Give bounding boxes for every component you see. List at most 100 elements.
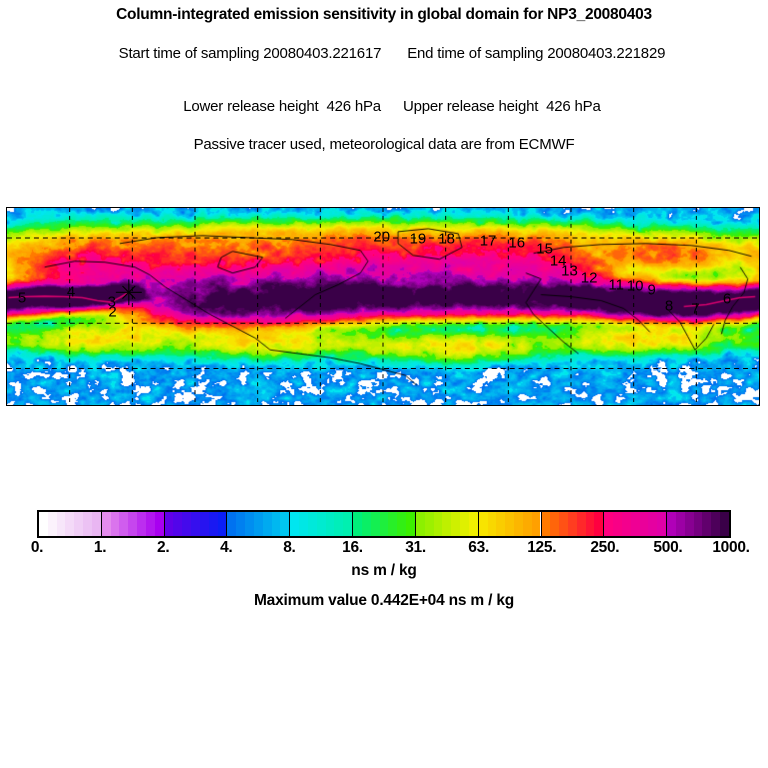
colorbar-step bbox=[343, 512, 353, 536]
colorbar-segment-5 bbox=[353, 512, 416, 536]
colorbar-step bbox=[702, 512, 712, 536]
trajectory-day-15: 15 bbox=[536, 240, 553, 258]
colorbar-step bbox=[137, 512, 146, 536]
colorbar-step bbox=[604, 512, 614, 536]
colorbar-step bbox=[316, 512, 326, 536]
colorbar-step bbox=[119, 512, 129, 536]
trajectory-day-12: 12 bbox=[580, 269, 598, 287]
colorbar-step bbox=[388, 512, 398, 536]
colorbar-segment-10 bbox=[667, 512, 729, 536]
colorbar-step bbox=[227, 512, 237, 536]
colorbar-step bbox=[639, 512, 649, 536]
trajectory-day-16: 16 bbox=[508, 234, 526, 252]
colorbar-tick-2: 2. bbox=[157, 539, 170, 556]
colorbar-segment-0 bbox=[39, 512, 102, 536]
trajectory-day-14: 14 bbox=[549, 252, 567, 270]
colorbar-step bbox=[424, 512, 434, 536]
colorbar-step bbox=[262, 512, 272, 536]
colorbar-step bbox=[47, 512, 57, 536]
trajectory-day-20: 20 bbox=[373, 228, 391, 246]
colorbar-step bbox=[720, 512, 729, 536]
tracer-info-label: Passive tracer used, meteorological data… bbox=[193, 135, 575, 153]
colorbar-step bbox=[496, 512, 506, 536]
colorbar-step bbox=[74, 512, 84, 536]
colorbar-step bbox=[621, 512, 631, 536]
colorbar-step bbox=[182, 512, 192, 536]
colorbar-segment-6 bbox=[415, 512, 479, 536]
colorbar-step bbox=[91, 512, 101, 536]
colorbar-step bbox=[217, 512, 227, 536]
colorbar-tick-250: 250. bbox=[590, 539, 620, 556]
colorbar-step bbox=[684, 512, 694, 536]
colorbar-step bbox=[442, 512, 452, 536]
colorbar-segment-7 bbox=[478, 512, 542, 536]
colorbar-step bbox=[128, 512, 138, 536]
colorbar-step bbox=[370, 512, 380, 536]
colorbar-step bbox=[307, 512, 317, 536]
trajectory-day-18: 18 bbox=[438, 230, 455, 248]
colorbar-tick-8: 8. bbox=[283, 539, 296, 556]
sampling-time-line: Start time of sampling 20080403.221617 En… bbox=[0, 31, 768, 76]
colorbar-step bbox=[415, 512, 425, 536]
colorbar-step bbox=[514, 512, 523, 536]
colorbar-tick-1000: 1000. bbox=[712, 539, 750, 556]
trajectory-day-8: 8 bbox=[664, 297, 674, 315]
colorbar-step bbox=[522, 512, 532, 536]
colorbar-tick-labels: 0. 1. 2. 4. 8. 16. 31. 63. 125. 250. 500. 1000. bbox=[0, 539, 768, 559]
colorbar-step bbox=[245, 512, 254, 536]
colorbar-step bbox=[164, 512, 174, 536]
colorbar-segment-9 bbox=[604, 512, 668, 536]
colorbar-step bbox=[39, 512, 48, 536]
trajectory-day-19: 19 bbox=[409, 230, 427, 248]
colorbar-units-label: ns m / kg bbox=[351, 562, 417, 579]
trajectory-day-2: 2 bbox=[108, 303, 117, 321]
colorbar-tick-500: 500. bbox=[653, 539, 683, 556]
trajectory-day-13: 13 bbox=[561, 262, 578, 280]
colorbar-step bbox=[199, 512, 209, 536]
release-height-line: Lower release height 426 hPa Upper releas… bbox=[0, 84, 768, 129]
colorbar-step bbox=[675, 512, 685, 536]
colorbar-step bbox=[531, 512, 541, 536]
colorbar-step bbox=[280, 512, 290, 536]
colorbar[interactable] bbox=[37, 510, 731, 538]
colorbar-step bbox=[334, 512, 344, 536]
colorbar-step bbox=[353, 512, 362, 536]
colorbar-step bbox=[630, 512, 640, 536]
trajectory-day-9: 9 bbox=[647, 281, 656, 299]
colorbar-step bbox=[433, 512, 443, 536]
colorbar-step bbox=[191, 512, 200, 536]
colorbar-step bbox=[208, 512, 218, 536]
colorbar-tick-1: 1. bbox=[93, 539, 107, 556]
colorbar-segment-1 bbox=[101, 512, 165, 536]
colorbar-step bbox=[648, 512, 658, 536]
colorbar-step bbox=[550, 512, 560, 536]
colorbar-step bbox=[65, 512, 75, 536]
colorbar-step bbox=[236, 512, 246, 536]
colorbar-step bbox=[379, 512, 389, 536]
map-plot-panel[interactable]: 5 4 3 2 20 19 18 17 16 15 14 13 12 11 10 9 8 7 6 bbox=[6, 207, 760, 406]
colorbar-step bbox=[594, 512, 604, 536]
colorbar-step bbox=[478, 512, 488, 536]
colorbar-step bbox=[83, 512, 92, 536]
colorbar-step bbox=[657, 512, 667, 536]
colorbar-step bbox=[487, 512, 497, 536]
trajectory-day-7: 7 bbox=[691, 300, 700, 318]
colorbar-step bbox=[271, 512, 281, 536]
colorbar-step bbox=[576, 512, 586, 536]
colorbar-step bbox=[711, 512, 721, 536]
colorbar-segment-3 bbox=[227, 512, 291, 536]
trajectory-day-6: 6 bbox=[722, 290, 732, 308]
colorbar-segment-2 bbox=[164, 512, 228, 536]
colorbar-step bbox=[468, 512, 478, 536]
trajectory-day-17: 17 bbox=[479, 232, 497, 250]
colorbar-step bbox=[361, 512, 371, 536]
lower-release-height-label: Lower release height 426 hPa bbox=[183, 97, 381, 115]
header-block: Column-integrated emission sensitivity i… bbox=[0, 0, 768, 152]
colorbar-tick-31: 31. bbox=[405, 539, 426, 556]
start-time-label: Start time of sampling 20080403.221617 bbox=[118, 44, 382, 62]
colorbar-step bbox=[406, 512, 415, 536]
colorbar-tick-4: 4. bbox=[220, 539, 233, 556]
colorbar-step bbox=[290, 512, 300, 536]
page-title: Column-integrated emission sensitivity i… bbox=[116, 6, 652, 23]
colorbar-tick-0: 0. bbox=[30, 539, 44, 556]
